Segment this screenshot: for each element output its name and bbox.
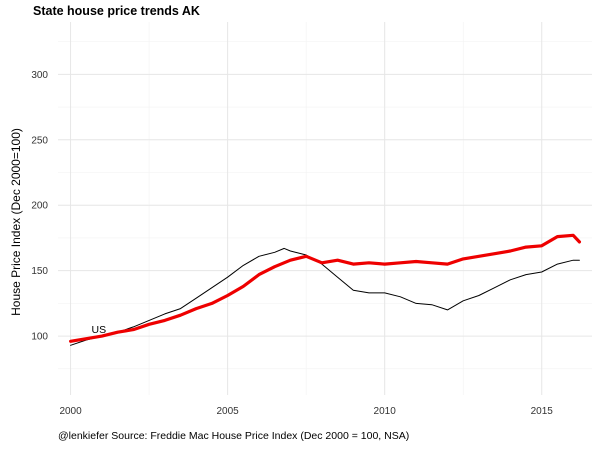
y-tick-label: 250 — [31, 135, 48, 146]
annotation-label: US — [92, 324, 107, 336]
x-tick-label: 2000 — [59, 406, 82, 417]
y-tick-label: 200 — [31, 201, 48, 212]
y-tick-label: 100 — [31, 332, 48, 343]
x-tick-label: 2005 — [216, 406, 239, 417]
y-tick-label: 150 — [31, 266, 48, 277]
series-line-ak — [68, 233, 582, 343]
y-tick-label: 300 — [31, 70, 48, 81]
chart-title: State house price trends AK — [33, 4, 200, 18]
x-tick-label: 2015 — [531, 406, 554, 417]
chart-caption: @lenkiefer Source: Freddie Mac House Pri… — [58, 430, 410, 442]
x-tick-label: 2010 — [374, 406, 397, 417]
